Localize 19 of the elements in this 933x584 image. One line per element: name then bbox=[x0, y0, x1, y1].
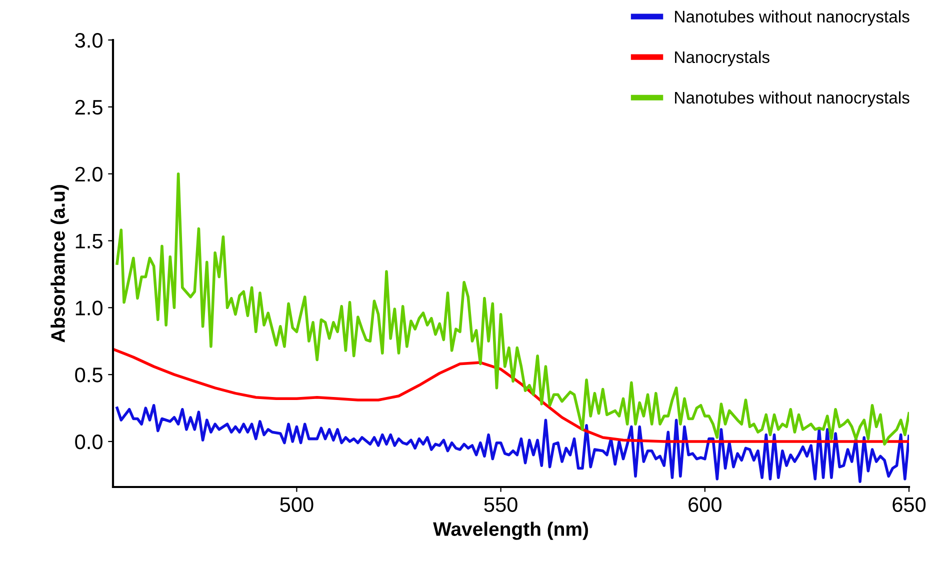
y-tick-label: 1.0 bbox=[76, 300, 102, 316]
legend-label: Nanotubes without nanocrystals bbox=[675, 91, 910, 107]
line-series bbox=[116, 172, 909, 446]
x-axis-title: Wavelength (nm) bbox=[433, 522, 588, 540]
y-tick-label: 3.0 bbox=[75, 33, 102, 48]
y-tick-label: 1.5 bbox=[76, 234, 102, 248]
line-series bbox=[116, 404, 909, 484]
x-tick-label: 650 bbox=[892, 497, 926, 512]
x-tick-label: 550 bbox=[484, 497, 518, 512]
x-tick-label: 500 bbox=[280, 497, 314, 512]
y-tick-label: 2.5 bbox=[75, 100, 102, 115]
y-tick-label: 0.0 bbox=[75, 434, 102, 450]
legend-label: Nanotubes without nanocrystals bbox=[675, 10, 910, 26]
y-axis-title: Absorbance (a.u) bbox=[50, 185, 69, 342]
line-series bbox=[113, 348, 909, 443]
legend-label: Nanocrystals bbox=[675, 50, 770, 66]
x-tick-label: 600 bbox=[688, 497, 722, 512]
y-tick-label: 2.0 bbox=[75, 166, 102, 182]
y-tick-label: 0.5 bbox=[75, 368, 102, 382]
